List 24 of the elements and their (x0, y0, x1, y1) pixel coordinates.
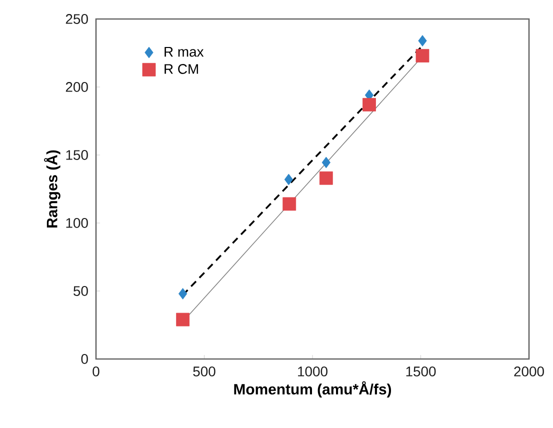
point (416, 49, 430, 62)
point (322, 156, 330, 168)
y-tick-label: 100 (66, 218, 88, 228)
x-tick-label: 1000 (298, 366, 328, 376)
point (418, 35, 427, 46)
point (178, 288, 188, 300)
legend-label: R CM (164, 64, 198, 74)
y-tick-label: 150 (66, 150, 88, 160)
y-axis-title: Ranges (Å) (44, 150, 60, 228)
point (282, 197, 296, 211)
x-axis-title: Momentum (amu*Å/fs) (234, 381, 392, 398)
point (284, 174, 294, 186)
y-tick-label: 50 (74, 286, 88, 296)
y-tick-label: 200 (66, 82, 88, 92)
point (319, 171, 333, 185)
x-tick-label: 0 (92, 366, 100, 376)
y-tick-label: 0 (81, 354, 88, 364)
x-tick-label: 1500 (406, 366, 436, 376)
point (362, 98, 376, 112)
x-tick-label: 500 (193, 366, 216, 376)
x-tick-label: 2000 (514, 366, 544, 376)
y-tick-label: 250 (66, 14, 88, 24)
legend-label: R max (164, 46, 204, 57)
point (176, 312, 190, 326)
